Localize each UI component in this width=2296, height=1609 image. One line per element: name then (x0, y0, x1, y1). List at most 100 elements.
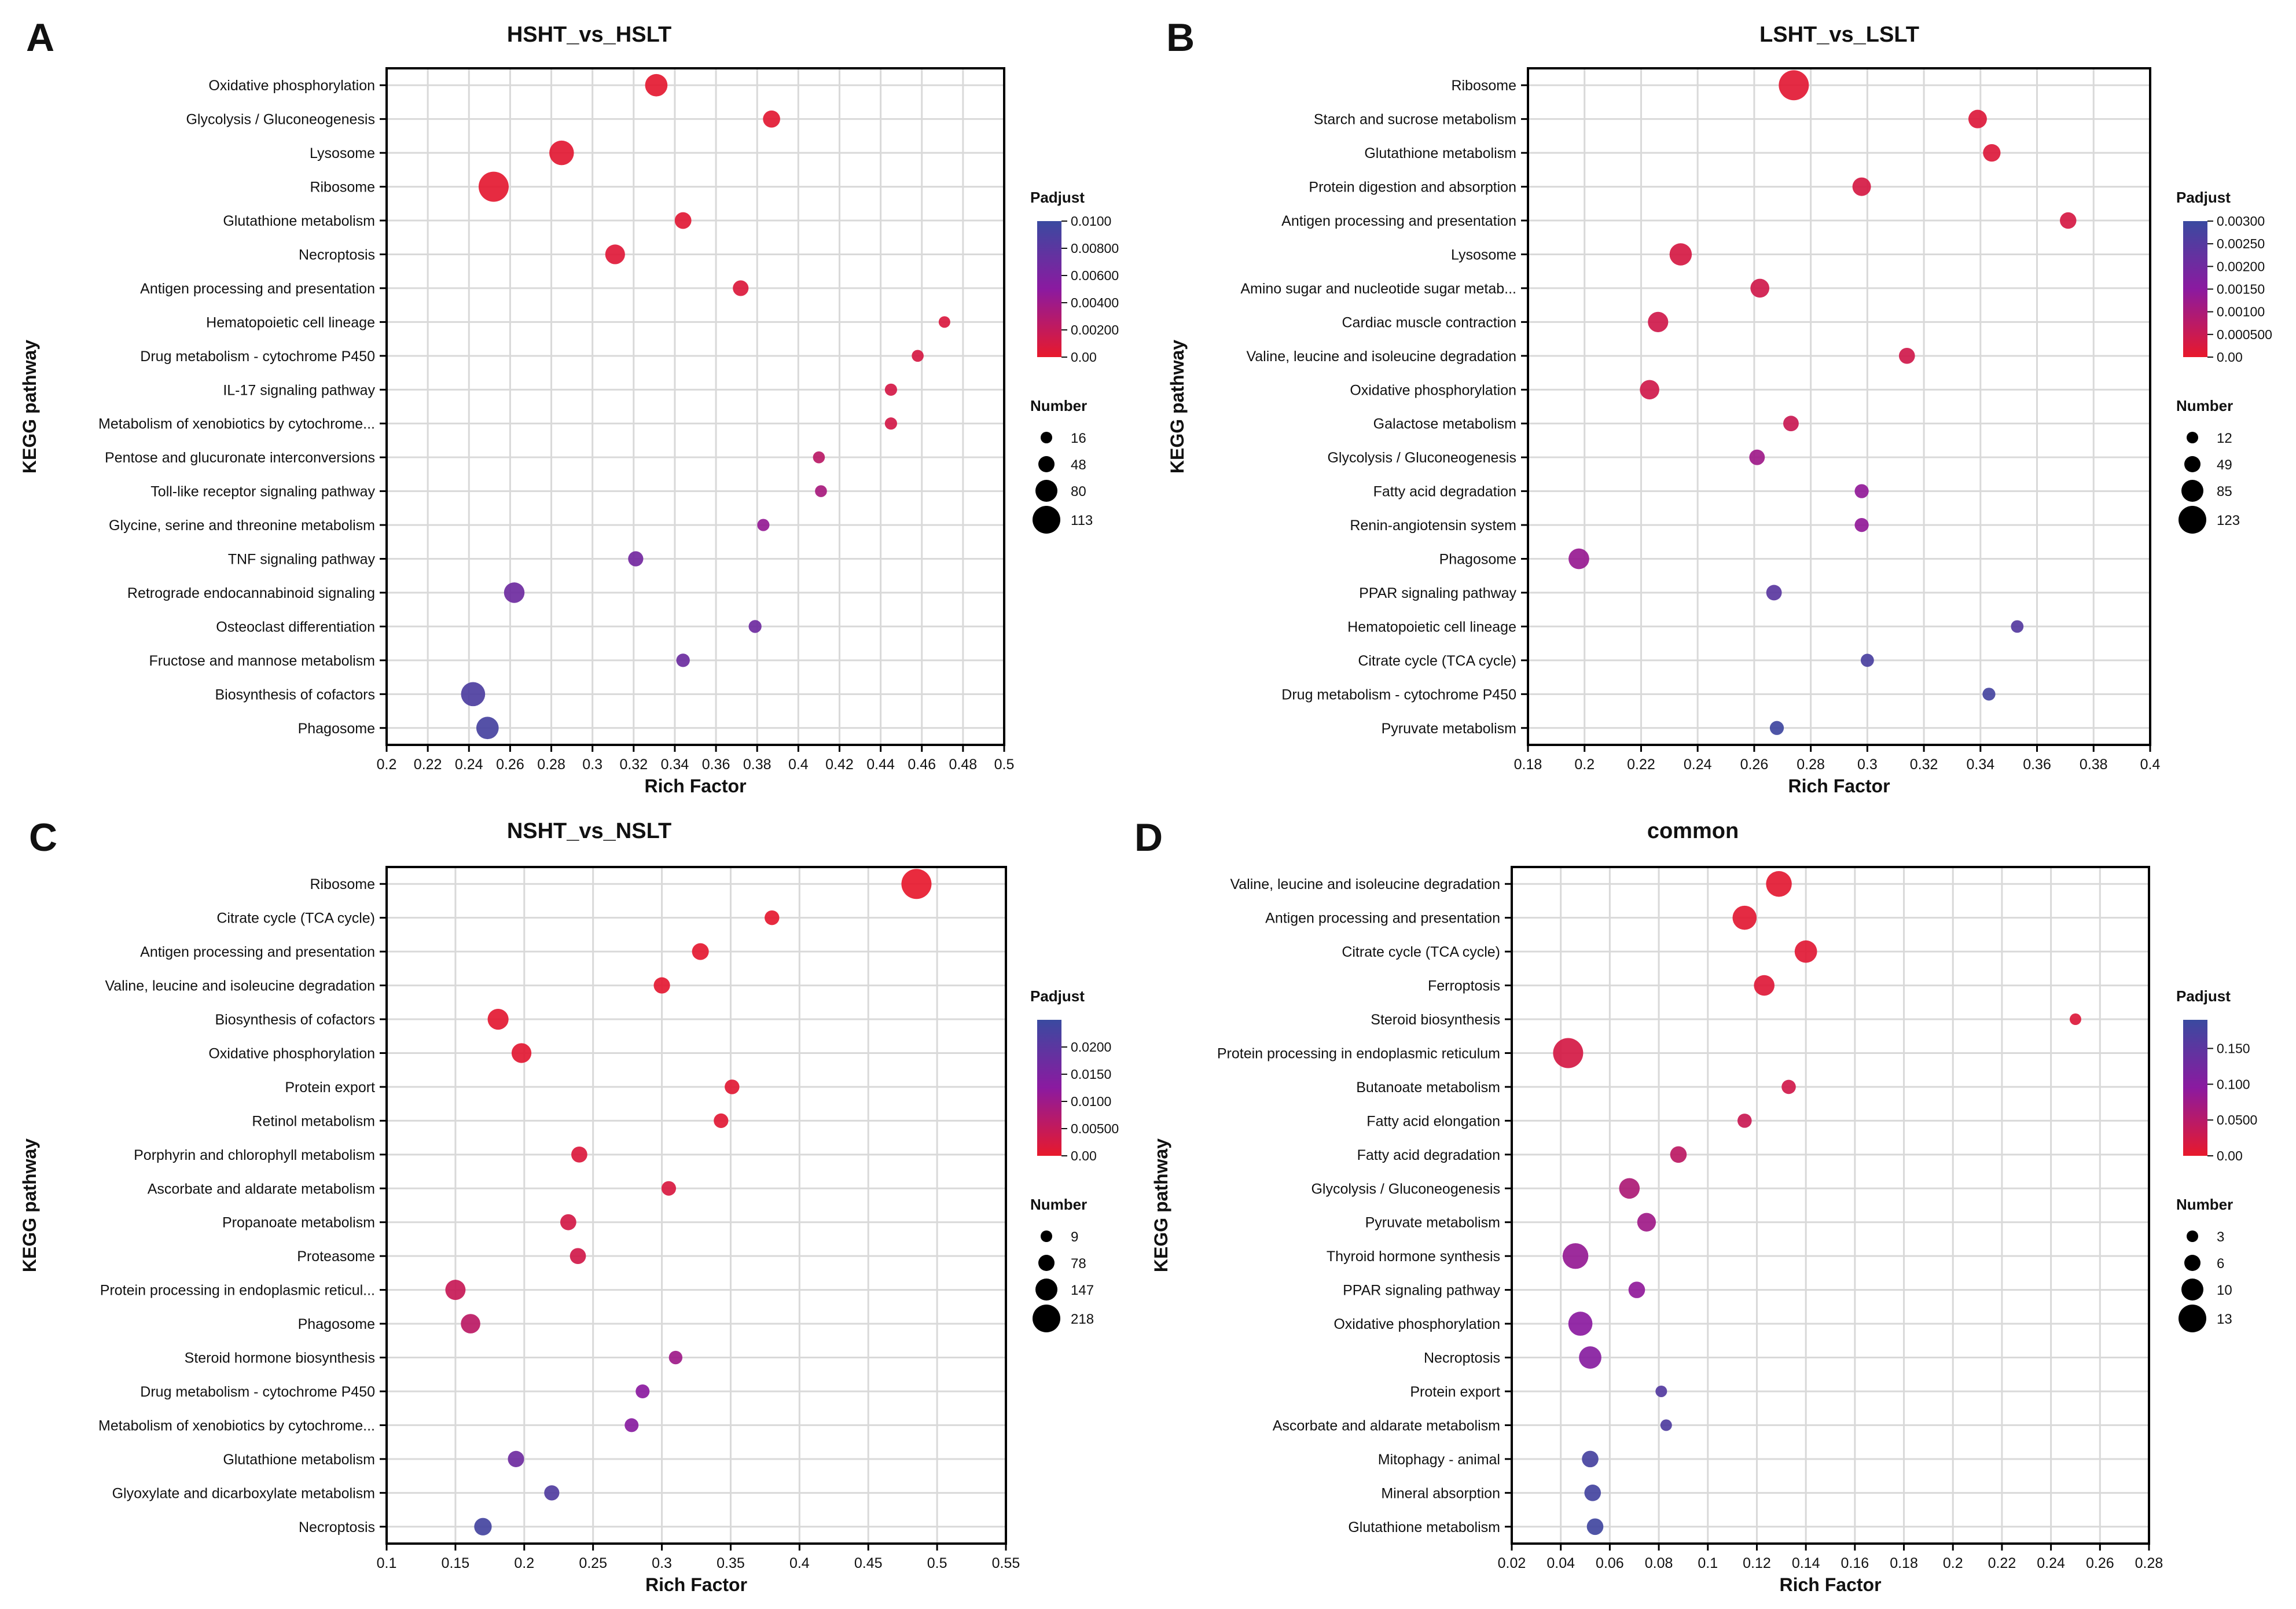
y-tick-label-pathway: Mineral absorption (1381, 1485, 1500, 1501)
x-tick-label: 0.44 (866, 756, 895, 773)
color-legend-tick-label: 0.000500 (2217, 327, 2272, 342)
x-tick-label: 0.02 (1498, 1555, 1526, 1571)
size-legend-label: 10 (2217, 1283, 2232, 1298)
y-tick-label-pathway: IL-17 signaling pathway (223, 382, 375, 398)
size-legend-label: 6 (2217, 1256, 2224, 1272)
x-tick-label: 0.4 (788, 756, 809, 773)
y-tick-label-pathway: Ascorbate and aldarate metabolism (148, 1181, 375, 1197)
y-tick-label-pathway: TNF signaling pathway (228, 552, 376, 568)
data-point (635, 1384, 650, 1398)
data-point (478, 171, 509, 202)
data-point (674, 212, 692, 229)
x-tick-label: 0.25 (579, 1555, 607, 1571)
x-axis-title: Rich Factor (645, 1574, 747, 1595)
x-tick-label: 0.5 (994, 756, 1015, 773)
y-tick-label-pathway: Cardiac muscle contraction (1342, 314, 1516, 330)
plot-frame (385, 866, 1007, 1545)
data-point (1766, 871, 1792, 897)
color-legend-bar (2183, 1020, 2207, 1156)
data-point (560, 1214, 576, 1230)
data-point (1579, 1346, 1601, 1369)
y-tick-label-pathway: Steroid biosynthesis (1371, 1012, 1500, 1028)
y-tick-label-pathway: Biosynthesis of cofactors (215, 1012, 375, 1028)
data-point (725, 1079, 740, 1094)
y-tick-label-pathway: Lysosome (1451, 247, 1516, 263)
size-legend-circle (2187, 432, 2198, 443)
data-point (511, 1043, 532, 1063)
size-legend-title: Number (1030, 1196, 1087, 1213)
data-point (765, 910, 780, 925)
x-tick-label: 0.24 (1684, 756, 1712, 773)
panel-a: A HSHT_vs_HSLT 0.2 0.22 0.24 0.26 0.28 0.3 0.32 0… (19, 16, 1119, 796)
y-tick-label-pathway: Citrate cycle (TCA cycle) (1358, 653, 1516, 669)
y-tick-label-pathway: Glycine, serine and threonine metabolism (109, 517, 375, 534)
x-tick-label: 0.22 (1627, 756, 1655, 773)
y-tick-label-pathway: Valine, leucine and isoleucine degradati… (105, 978, 375, 994)
color-legend-title: Padjust (1030, 189, 1085, 206)
x-axis-title: Rich Factor (1779, 1574, 1881, 1595)
data-point (884, 383, 897, 396)
y-tick-label-pathway: Fructose and mannose metabolism (149, 653, 375, 669)
data-point (676, 653, 690, 667)
data-point (508, 1450, 524, 1467)
data-point (487, 1008, 509, 1030)
data-point (668, 1350, 683, 1365)
color-legend-tick-label: 0.00250 (2217, 236, 2265, 251)
size-legend-circle (2179, 506, 2206, 534)
color-legend-tick-label: 0.00800 (1071, 241, 1119, 256)
y-tick-label-pathway: Ribosome (310, 179, 375, 196)
data-point (1732, 905, 1757, 930)
size-legend-circle (2181, 480, 2203, 502)
size-legend-label: 218 (1071, 1312, 1094, 1327)
size-legend-circle (1041, 1230, 1052, 1242)
x-tick-label: 0.3 (652, 1555, 672, 1571)
data-point (912, 350, 924, 362)
data-point (474, 1518, 492, 1535)
color-legend-tick-label: 0.0500 (2217, 1112, 2257, 1127)
color-legend-tick-label: 0.00500 (1071, 1121, 1119, 1136)
x-tick-label: 0.38 (743, 756, 772, 773)
x-tick-label: 0.4 (789, 1555, 810, 1571)
y-tick-label-pathway: Lysosome (310, 145, 375, 161)
y-tick-label-pathway: Phagosome (298, 721, 375, 737)
color-legend-bar (1037, 221, 1061, 357)
x-tick-label: 0.5 (927, 1555, 947, 1571)
data-point (504, 582, 525, 603)
data-point (748, 620, 762, 633)
y-tick-label-pathway: Protein export (1410, 1384, 1500, 1400)
y-tick-label-pathway: Antigen processing and presentation (1265, 910, 1500, 927)
y-tick-label-pathway: Toll-like receptor signaling pathway (150, 484, 375, 500)
x-tick-label: 0.3 (1857, 756, 1878, 773)
y-tick-label-pathway: Glutathione metabolism (1364, 145, 1516, 161)
data-point (1898, 347, 1915, 364)
data-point (714, 1113, 729, 1128)
size-legend-label: 3 (2217, 1229, 2224, 1245)
size-legend-label: 12 (2217, 431, 2232, 446)
data-point (1794, 940, 1817, 963)
y-tick-label-pathway: Drug metabolism - cytochrome P450 (140, 1384, 375, 1400)
x-tick-label: 0.46 (908, 756, 936, 773)
data-point (571, 1146, 587, 1163)
data-point (1754, 975, 1775, 996)
color-legend-tick-label: 0.00300 (2217, 214, 2265, 229)
data-point (1750, 278, 1770, 298)
y-tick-label-pathway: Pyruvate metabolism (1365, 1215, 1500, 1231)
data-point (692, 943, 709, 960)
x-tick-label: 0.45 (854, 1555, 883, 1571)
size-legend-label: 16 (1071, 431, 1086, 446)
data-point (1669, 243, 1692, 266)
data-point (605, 244, 625, 265)
size-legend-circle (1038, 456, 1055, 472)
size-legend-title: Number (2176, 397, 2233, 414)
size-legend-circle (2181, 1279, 2203, 1301)
data-point (938, 316, 950, 328)
y-tick-label-pathway: Steroid hormone biosynthesis (185, 1350, 375, 1366)
y-tick-label-pathway: Ferroptosis (1428, 978, 1500, 994)
y-tick-label-pathway: Butanoate metabolism (1356, 1079, 1500, 1096)
data-point (549, 140, 574, 166)
x-tick-label: 0.32 (619, 756, 648, 773)
y-tick-label-pathway: Biosynthesis of cofactors (215, 686, 375, 703)
data-point (476, 717, 499, 740)
